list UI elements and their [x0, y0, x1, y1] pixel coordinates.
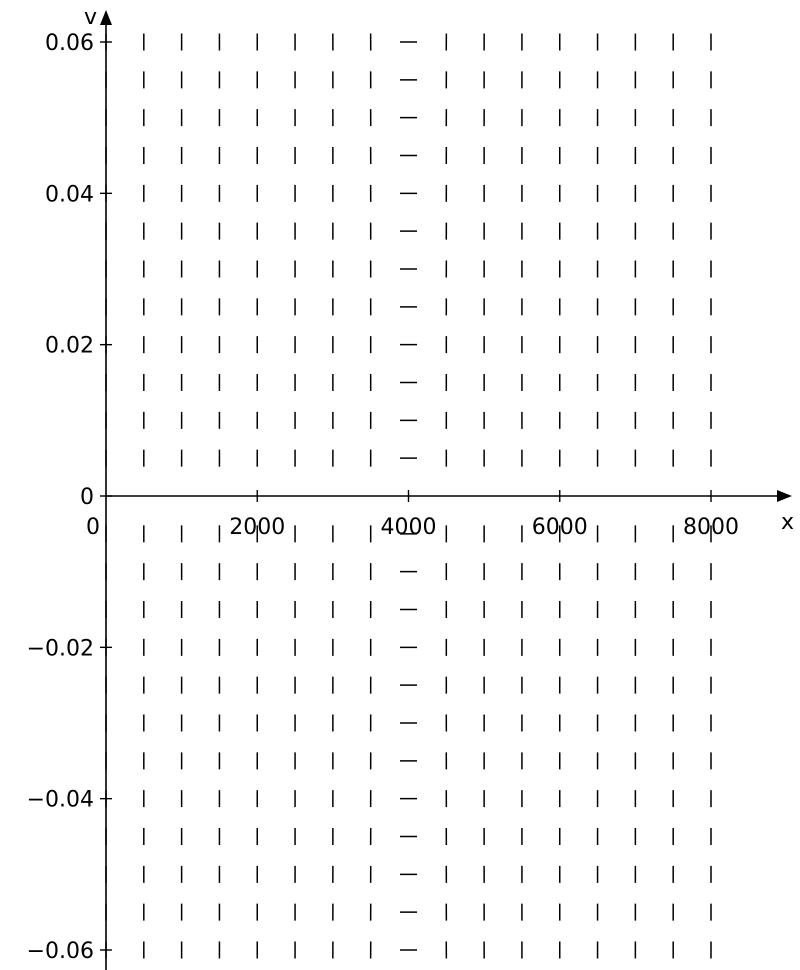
x-axis-arrowhead: [777, 490, 792, 502]
y-tick-label: −0.02: [27, 636, 94, 661]
y-axis-arrowhead: [100, 10, 112, 25]
y-tick-label: 0.06: [45, 31, 94, 56]
y-tick-label: −0.06: [27, 939, 94, 964]
y-tick-label: 0.04: [45, 182, 94, 207]
x-tick-label: 4000: [381, 515, 437, 540]
axes: x v: [84, 5, 794, 970]
x-tick-label: 6000: [532, 515, 588, 540]
x-ticks: 0 2000 4000 6000 8000: [86, 490, 739, 540]
x-tick-label: 2000: [229, 515, 285, 540]
y-tick-label: 0.02: [45, 334, 94, 359]
y-axis-label: v: [84, 5, 97, 30]
y-tick-label: −0.04: [27, 788, 94, 813]
x-axis-label: x: [781, 510, 794, 535]
y-tick-label: 0: [80, 485, 94, 510]
x-tick-label: 8000: [683, 515, 739, 540]
y-ticks: −0.06 −0.04 −0.02 0 0.02 0.04 0.06: [27, 31, 112, 964]
x-tick-label: 0: [86, 515, 100, 540]
